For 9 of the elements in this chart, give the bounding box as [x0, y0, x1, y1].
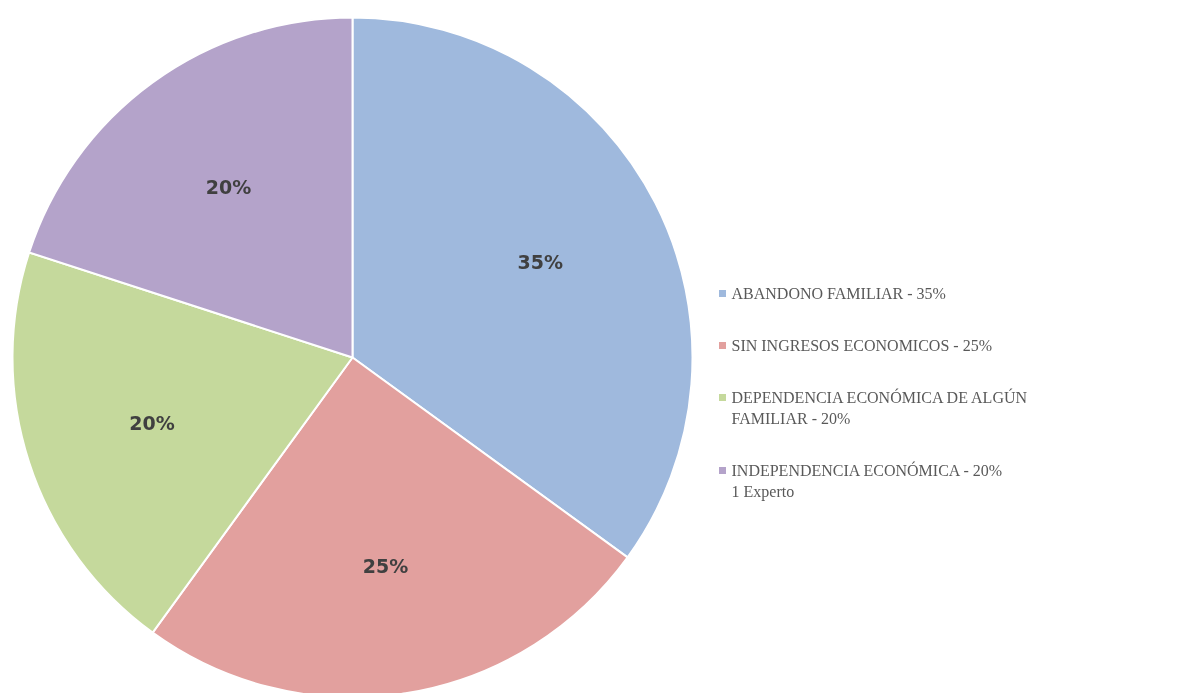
legend-label: DEPENDENCIA ECONÓMICA DE ALGÚN FAMILIAR - 20% — [731, 388, 1028, 427]
legend-label: SIN INGRESOS ECONOMICOS - 25% — [731, 337, 992, 354]
data-label: 20% — [205, 175, 252, 198]
data-label: 25% — [362, 554, 409, 577]
text: 1 Experto — [731, 483, 795, 501]
data-label: 20% — [129, 411, 175, 434]
data-label: 35% — [517, 250, 564, 273]
legend-label: INDEPENDENCIA ECONÓMICA - 20% — [731, 461, 1003, 479]
legend-label: ABANDONO FAMILIAR - 35% — [731, 285, 946, 302]
